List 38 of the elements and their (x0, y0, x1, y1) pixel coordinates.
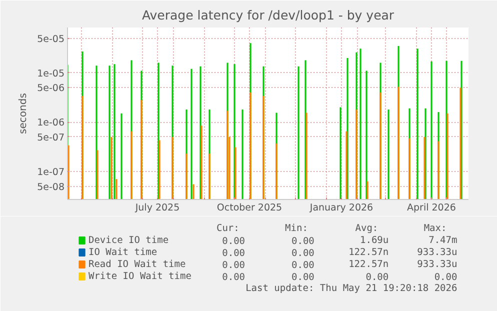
legend-label: Read IO Wait time (88, 259, 186, 270)
text: 122.57n (348, 247, 389, 258)
text: Last update: Thu May 21 19:20:18 2026 (246, 283, 458, 294)
y-tick-label: 5e-05 (37, 34, 64, 45)
chart-title: Average latency for /dev/loop1 - by year (142, 8, 395, 22)
y-tick-label: 5e-08 (37, 182, 64, 193)
text: 0.00 (366, 272, 389, 283)
text: 1.69u (360, 235, 389, 246)
legend-label: Device IO time (88, 235, 169, 246)
y-tick-label: 1e-06 (37, 118, 64, 129)
x-tick-label: July 2025 (134, 202, 180, 214)
text: 122.57n (348, 259, 389, 270)
y-tick-label: 5e-07 (37, 132, 64, 144)
text: 7.47m (428, 235, 458, 246)
text: 0.00 (222, 260, 246, 271)
text: 933.33u (417, 247, 458, 258)
x-tick-label: October 2025 (216, 202, 282, 214)
text: 0.00 (292, 236, 315, 247)
x-tick-label: April 2026 (407, 202, 456, 214)
y-tick-label: 1e-07 (37, 166, 64, 178)
legend-label: Write IO Wait time (88, 271, 192, 282)
text: 0.00 (222, 236, 246, 247)
text: 0.00 (292, 260, 315, 271)
y-tick-label: 5e-06 (37, 83, 64, 94)
text: Avg: (355, 223, 378, 234)
text: 0.00 (222, 248, 246, 259)
legend-label: IO Wait time (88, 247, 158, 258)
text: Cur: (216, 223, 240, 234)
text: 0.00 (434, 272, 458, 283)
text: 933.33u (417, 259, 458, 270)
text: 0.00 (292, 272, 315, 283)
text: Max: (424, 223, 447, 234)
y-tick-label: 1e-05 (37, 68, 64, 80)
text: Min: (285, 223, 308, 234)
text: 0.00 (292, 248, 315, 259)
text: 0.00 (222, 272, 246, 283)
x-tick-label: January 2026 (308, 202, 374, 214)
y-axis-title: seconds (18, 93, 30, 134)
